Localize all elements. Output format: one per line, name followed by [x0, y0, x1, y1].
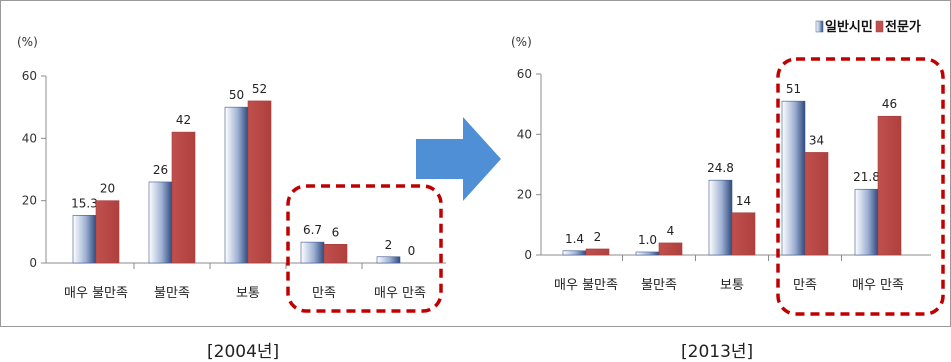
data-label: 15.3	[71, 196, 98, 210]
data-label: 2	[594, 230, 602, 244]
caption-2013: [2013년]	[681, 342, 754, 362]
legend-swatch-expert	[875, 20, 884, 33]
bar-citizen	[148, 181, 173, 264]
y-unit-label: (%)	[511, 35, 532, 49]
category-label: 만족	[312, 286, 336, 301]
y-tick-label: 60	[517, 67, 532, 81]
category-label: 보통	[720, 278, 744, 293]
right-arrow-icon	[416, 117, 501, 201]
category-label: 매우 불만족	[64, 286, 128, 301]
data-label: 20	[100, 182, 115, 196]
highlight-box	[286, 184, 443, 313]
bar-expert	[804, 152, 829, 256]
legend: 일반시민 전문가	[815, 19, 921, 35]
y-tick-label: 20	[22, 194, 37, 208]
data-label: 21.8	[853, 170, 880, 184]
bar-expert	[247, 100, 272, 264]
legend-label-citizen: 일반시민	[825, 19, 873, 35]
bar-citizen	[376, 256, 401, 264]
data-label: 6.7	[303, 223, 322, 237]
y-tick-label: 60	[22, 69, 37, 83]
y-tick-label: 0	[524, 248, 532, 262]
bar-citizen	[224, 106, 249, 264]
bar-citizen	[562, 250, 587, 256]
bar-citizen	[781, 100, 806, 256]
data-label: 24.8	[707, 161, 734, 175]
chart-2013: (%) 0 20 40 60 매우 불만족 1.4 2 불만족 1.0 4 보통 24.8 14 만족 51 3…	[511, 35, 945, 316]
caption-2004: [2004년]	[207, 342, 280, 362]
bar-expert	[658, 242, 683, 256]
category-label: 매우 만족	[852, 278, 904, 293]
category-label: 매우 불만족	[554, 278, 618, 293]
transition-arrow	[416, 117, 501, 201]
legend-label-expert: 전문가	[885, 19, 921, 35]
y-tick-label: 40	[22, 131, 37, 145]
figure-frame: (%) 0 20 40 60 매우 불만족 15.3 20 불만족 26 42 보통 50 52 만족 6.7…	[0, 0, 951, 327]
data-label: 46	[882, 97, 897, 111]
data-label: 14	[736, 194, 751, 208]
y-unit-label: (%)	[17, 35, 38, 49]
data-label: 52	[252, 82, 267, 96]
bar-citizen	[72, 215, 97, 264]
data-label: 51	[786, 82, 801, 96]
bar-expert	[877, 115, 902, 256]
data-label: 1.0	[638, 233, 657, 247]
bar-expert	[95, 200, 120, 264]
bar-expert	[585, 248, 610, 256]
y-tick-label: 40	[517, 127, 532, 141]
y-tick-label: 0	[29, 256, 37, 270]
data-label: 42	[176, 113, 191, 127]
data-label: 4	[667, 224, 675, 238]
category-label: 불만족	[641, 278, 677, 293]
category-label: 보통	[236, 286, 260, 301]
data-label: 0	[408, 244, 416, 258]
category-label: 불만족	[154, 286, 190, 301]
bar-expert	[323, 244, 348, 264]
bar-citizen	[854, 188, 879, 256]
data-label: 26	[153, 163, 168, 177]
bar-citizen	[635, 251, 660, 256]
legend-swatch-citizen	[815, 20, 824, 33]
data-label: 2	[385, 238, 393, 252]
y-tick-label: 20	[517, 188, 532, 202]
data-label: 50	[229, 88, 244, 102]
data-label: 1.4	[565, 232, 584, 246]
highlight-box	[776, 57, 945, 316]
bar-expert	[171, 131, 196, 264]
category-label: 매우 만족	[374, 286, 426, 301]
bar-citizen	[300, 241, 325, 264]
data-label: 6	[332, 225, 340, 239]
bar-expert	[731, 212, 756, 256]
data-label: 34	[809, 133, 824, 147]
category-label: 만족	[793, 278, 817, 293]
bar-citizen	[708, 179, 733, 256]
